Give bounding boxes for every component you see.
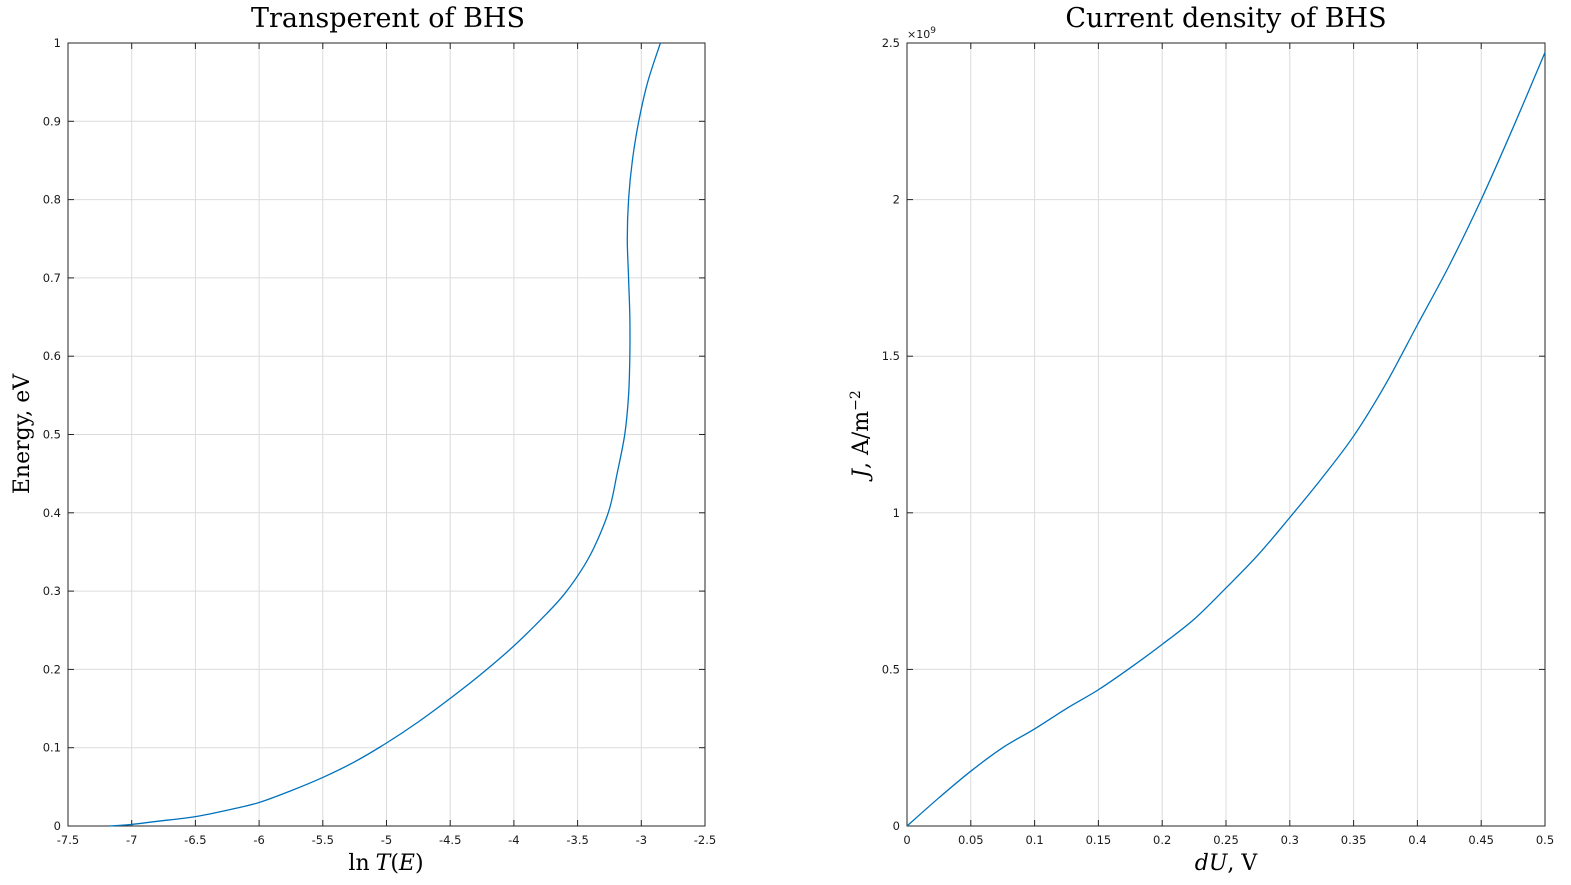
- left-x-tick-label: -3: [636, 833, 647, 847]
- left-x-tick-label: -7.5: [57, 833, 79, 847]
- right-x-tick-label: 0: [903, 833, 910, 847]
- right-x-tick-label: 0.15: [1086, 833, 1112, 847]
- left-x-tick-label: -5: [381, 833, 392, 847]
- left-x-tick-label: -4.5: [439, 833, 461, 847]
- right-series-line: [906, 52, 1546, 827]
- right-y-tick-label: 2: [893, 193, 900, 207]
- right-y-tick-label: 2.5: [882, 36, 900, 50]
- right-x-tick-label: 0.25: [1213, 833, 1239, 847]
- left-x-tick-label: -3.5: [566, 833, 588, 847]
- right-y-tick-label: 1: [893, 506, 900, 520]
- left-x-tick-label: -7: [126, 833, 137, 847]
- left-y-tick-label: 0: [54, 819, 61, 833]
- left-y-tick-label: 0.8: [43, 193, 61, 207]
- right-y-tick-label: 1.5: [882, 349, 900, 363]
- left-grid: [67, 42, 706, 827]
- right-chart-title: Current density of BHS: [1065, 3, 1386, 34]
- right-y-exponent-base: ×10: [907, 28, 930, 41]
- left-y-axis-label: Energy, eV: [10, 373, 35, 494]
- left-y-tick-label: 0.3: [43, 584, 61, 598]
- left-y-tick-label: 0.9: [43, 114, 61, 128]
- left-x-axis-label: ln T(E): [348, 851, 423, 876]
- left-chart-title: Transperent of BHS: [251, 3, 525, 34]
- left-axes: Transperent of BHS -7.5 -7 -6.5 -6 -5.5 -5 -4.…: [10, 3, 716, 876]
- left-series-line: [108, 42, 662, 827]
- right-x-tick-label: 0.1: [1025, 833, 1043, 847]
- right-x-tick-label: 0.5: [1536, 833, 1554, 847]
- right-y-tick-label: 0: [893, 819, 900, 833]
- left-y-tick-label: 0.7: [43, 271, 61, 285]
- left-x-tick-label: -4: [508, 833, 519, 847]
- left-x-tick-label: -6.5: [184, 833, 206, 847]
- left-y-tick-label: 0.5: [43, 428, 61, 442]
- right-axes: Current density of BHS 0 0.05 0.1 0.15 0.2 0.…: [848, 3, 1554, 876]
- right-x-tick-label: 0.45: [1468, 833, 1494, 847]
- right-ticks: 0 0.05 0.1 0.15 0.2 0.25 0.3 0.35 0.4 0.45 0.5 0 0.5…: [882, 36, 1554, 847]
- right-y-exponent-power: 9: [930, 26, 936, 36]
- left-y-tick-label: 0.4: [43, 506, 61, 520]
- left-y-tick-label: 0.2: [43, 662, 61, 676]
- right-x-tick-label: 0.05: [958, 833, 984, 847]
- left-ticks: -7.5 -7 -6.5 -6 -5.5 -5 -4.5 -4 -3.5 -3 -2.5 0 0.1 0.…: [43, 36, 717, 847]
- left-x-tick-label: -6: [253, 833, 264, 847]
- left-y-tick-label: 0.1: [43, 741, 61, 755]
- right-x-tick-label: 0.2: [1153, 833, 1171, 847]
- left-y-tick-label: 0.6: [43, 349, 61, 363]
- left-x-tick-label: -5.5: [312, 833, 334, 847]
- left-x-tick-label: -2.5: [694, 833, 716, 847]
- right-y-exponent: ×109: [907, 26, 936, 41]
- right-x-tick-label: 0.4: [1408, 833, 1426, 847]
- left-y-tick-label: 1: [54, 36, 61, 50]
- right-grid: [906, 42, 1546, 827]
- right-x-tick-label: 0.3: [1281, 833, 1299, 847]
- right-x-tick-label: 0.35: [1341, 833, 1367, 847]
- right-x-axis-label: dU, V: [1195, 851, 1259, 876]
- right-y-axis-label: J, A/m−2: [848, 390, 874, 482]
- right-y-tick-label: 0.5: [882, 662, 900, 676]
